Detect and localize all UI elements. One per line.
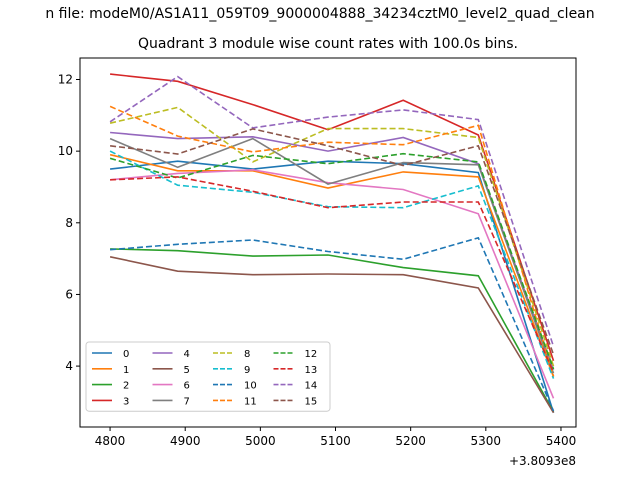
x-tick-label: 5200 — [395, 434, 426, 448]
series-line-10 — [110, 236, 555, 412]
y-tick-label: 4 — [65, 359, 73, 373]
x-axis: 4800 4900 5000 5100 5200 5300 5400 — [95, 427, 576, 448]
series-line-13 — [110, 176, 555, 373]
legend-label-8: 8 — [244, 349, 250, 360]
x-tick-label: 5300 — [471, 434, 502, 448]
legend-label-12: 12 — [305, 349, 318, 360]
series-line-5 — [109, 256, 555, 414]
x-tick-label: 5100 — [320, 434, 351, 448]
x-tick-label: 4800 — [95, 434, 126, 448]
legend-label-6: 6 — [184, 381, 190, 392]
series-line-9 — [109, 150, 555, 379]
chart-title: Quadrant 3 module wise count rates with … — [138, 36, 518, 52]
y-tick-label: 10 — [58, 144, 73, 158]
legend-label-7: 7 — [184, 396, 190, 407]
series-line-4 — [110, 131, 555, 370]
legend-label-0: 0 — [123, 349, 129, 360]
series-line-0 — [110, 160, 555, 413]
x-tick-label: 4900 — [170, 434, 201, 448]
y-tick-label: 12 — [58, 72, 73, 86]
x-tick-label: 5000 — [245, 434, 276, 448]
legend-label-14: 14 — [305, 381, 318, 392]
y-axis: 4 6 8 10 12 — [58, 72, 80, 373]
figure-suptitle: n file: modeM0/AS1A11_059T09_9000004888_… — [45, 6, 595, 22]
x-tick-label: 5400 — [546, 434, 577, 448]
series-line-1 — [109, 153, 555, 378]
series-line-14 — [109, 75, 555, 347]
legend-label-3: 3 — [123, 396, 129, 407]
legend-label-11: 11 — [244, 396, 257, 407]
series-line-3 — [110, 73, 555, 361]
plot-area-frame — [79, 57, 577, 428]
series-line-2 — [110, 248, 555, 413]
series-line-12 — [109, 152, 555, 370]
legend-box — [85, 341, 331, 412]
series-line-15 — [110, 128, 555, 355]
x-axis-offset-label: +3.8093e8 — [509, 454, 576, 468]
legend-label-13: 13 — [305, 365, 318, 376]
series-line-8 — [109, 106, 555, 367]
legend-label-1: 1 — [123, 365, 129, 376]
y-tick-label: 8 — [65, 216, 73, 230]
series-line-6 — [110, 168, 555, 399]
legend-label-9: 9 — [244, 365, 250, 376]
series-layer — [109, 73, 555, 414]
y-tick-label: 6 — [65, 287, 73, 301]
legend-label-15: 15 — [305, 396, 318, 407]
series-line-11 — [109, 105, 555, 377]
legend-label-10: 10 — [244, 381, 257, 392]
legend-label-4: 4 — [184, 349, 190, 360]
legend-label-2: 2 — [123, 381, 129, 392]
legend-label-5: 5 — [184, 365, 190, 376]
series-line-7 — [109, 137, 555, 374]
